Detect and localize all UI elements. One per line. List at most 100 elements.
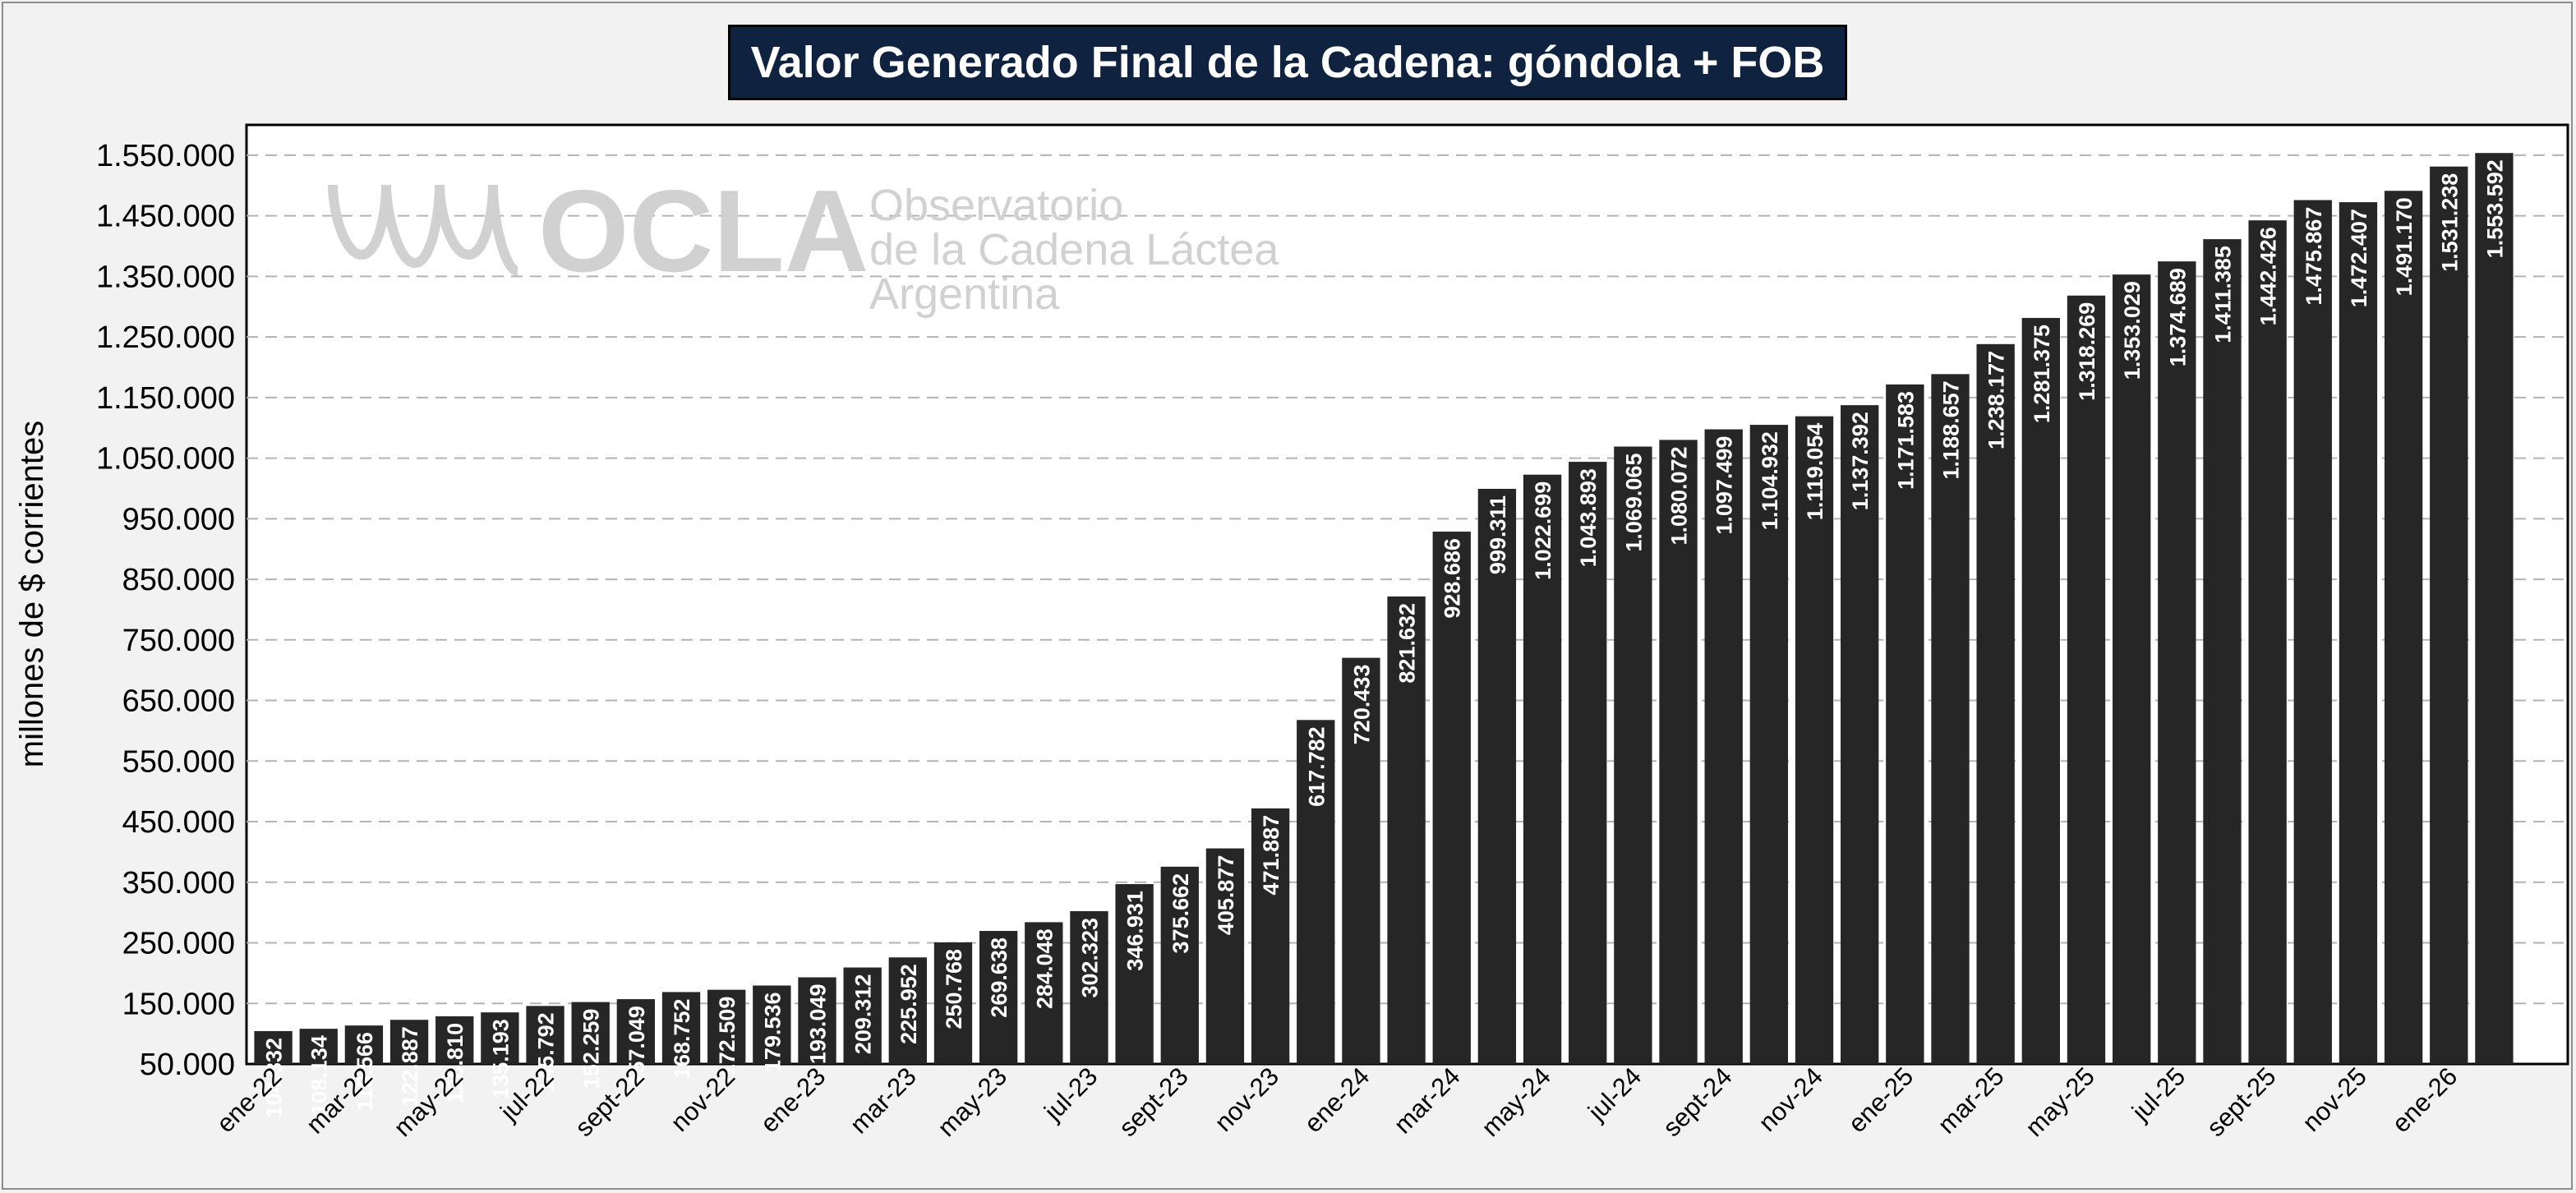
data-label: 209.312 xyxy=(851,974,876,1055)
data-label: 720.433 xyxy=(1349,665,1374,745)
y-tick-label: 250.000 xyxy=(122,927,235,961)
data-label: 405.877 xyxy=(1214,855,1238,936)
y-axis-label: millones de $ corrientes xyxy=(14,421,50,767)
bar xyxy=(979,931,1018,1064)
bar xyxy=(2067,295,2106,1064)
y-tick-label: 350.000 xyxy=(122,866,235,901)
x-tick-label: mar-24 xyxy=(1389,1062,1466,1139)
x-tick-label: nov-24 xyxy=(1753,1062,1828,1137)
bar xyxy=(1160,866,1199,1064)
bar xyxy=(2430,166,2468,1065)
bar xyxy=(1795,416,1834,1064)
data-label: 250.768 xyxy=(942,949,966,1029)
bar xyxy=(571,1002,610,1064)
x-tick-label: ene-26 xyxy=(2386,1062,2463,1138)
data-label: 1.411.385 xyxy=(2210,246,2235,343)
bar xyxy=(661,992,701,1064)
bar xyxy=(1569,462,1607,1064)
data-label: 108.134 xyxy=(307,1035,332,1116)
watermark-line1: Observatorio xyxy=(869,181,1123,230)
data-label: 1.104.932 xyxy=(1758,431,1782,530)
bar xyxy=(1886,384,1924,1064)
x-tick-label: jul-25 xyxy=(2126,1062,2191,1126)
bar xyxy=(1025,922,1063,1064)
data-label: 269.638 xyxy=(987,937,1012,1018)
bar xyxy=(389,1020,429,1064)
y-tick-label: 450.000 xyxy=(122,805,235,840)
bar xyxy=(1841,405,1879,1064)
x-tick-label: sept-24 xyxy=(1657,1062,1738,1142)
data-label: 1.188.657 xyxy=(1939,380,1964,479)
data-label: 172.509 xyxy=(715,997,740,1077)
bar xyxy=(435,1016,474,1064)
data-label: 113.566 xyxy=(353,1032,377,1111)
data-label: 152.259 xyxy=(579,1009,604,1089)
x-axis-ticks: ene-22 mar-22 may-22 jul-22 sept-22 nov-22 ene… xyxy=(211,1062,2463,1142)
y-tick-label: 850.000 xyxy=(122,563,235,597)
data-label: 1.281.375 xyxy=(2030,325,2054,423)
bar xyxy=(2158,261,2196,1064)
bar xyxy=(798,977,836,1064)
watermark-line2: de la Cadena Láctea xyxy=(869,225,1279,274)
data-label: 1.097.499 xyxy=(1712,436,1737,535)
data-label: 1.069.065 xyxy=(1621,454,1646,552)
data-label: 135.193 xyxy=(488,1019,513,1099)
y-tick-label: 550.000 xyxy=(122,744,235,779)
y-tick-label: 1.550.000 xyxy=(96,139,235,173)
data-label: 193.049 xyxy=(806,984,831,1065)
bar xyxy=(888,957,927,1064)
bar xyxy=(2384,191,2423,1065)
x-tick-label: may-25 xyxy=(2020,1062,2100,1142)
bar xyxy=(2339,202,2378,1064)
bar xyxy=(1251,808,1290,1064)
watermark-line3: Argentina xyxy=(869,269,1060,319)
bar xyxy=(299,1029,338,1064)
x-tick-label: may-23 xyxy=(932,1062,1012,1142)
bar xyxy=(1614,446,1652,1064)
bars xyxy=(254,153,2514,1065)
data-label: 1.318.269 xyxy=(2075,302,2099,401)
x-tick-label: jul-23 xyxy=(1038,1062,1103,1126)
bar xyxy=(1070,910,1108,1064)
watermark: OCLA Observatorio de la Cadena Láctea Ar… xyxy=(328,166,1279,319)
bar xyxy=(2112,274,2151,1064)
y-tick-label: 50.000 xyxy=(140,1048,235,1082)
data-label: 1.553.592 xyxy=(2482,159,2507,258)
y-tick-label: 1.150.000 xyxy=(96,381,235,416)
data-label: 375.662 xyxy=(1168,873,1193,954)
x-tick-label: ene-24 xyxy=(1298,1062,1375,1138)
bar xyxy=(1205,848,1245,1064)
bar xyxy=(1115,884,1154,1064)
data-label: 928.686 xyxy=(1440,538,1465,619)
bar xyxy=(2021,317,2060,1065)
bar xyxy=(1659,440,1698,1064)
x-tick-label: may-24 xyxy=(1476,1062,1556,1142)
bar xyxy=(2203,239,2242,1064)
data-label: 617.782 xyxy=(1304,726,1329,807)
bar xyxy=(1523,474,1562,1064)
x-tick-label: sept-25 xyxy=(2201,1062,2282,1142)
bar xyxy=(1342,657,1380,1064)
bar xyxy=(1477,488,1517,1064)
data-label: 1.531.238 xyxy=(2437,173,2462,272)
x-tick-label: ene-23 xyxy=(754,1062,831,1138)
bar xyxy=(616,999,656,1064)
bar xyxy=(2475,153,2514,1064)
bar xyxy=(1976,343,2015,1064)
bar xyxy=(933,942,973,1064)
data-label: 145.792 xyxy=(534,1012,559,1093)
data-label: 1.472.407 xyxy=(2347,209,2371,307)
data-label: 1.043.893 xyxy=(1576,468,1601,567)
data-label: 1.022.699 xyxy=(1531,481,1555,580)
data-label: 1.238.177 xyxy=(1984,351,2009,449)
data-label: 157.049 xyxy=(624,1006,649,1086)
data-label: 302.323 xyxy=(1077,918,1102,998)
bar xyxy=(254,1030,293,1064)
bar xyxy=(344,1025,384,1064)
data-label: 104.332 xyxy=(262,1038,287,1118)
ocla-wave-icon xyxy=(328,184,519,276)
bar xyxy=(843,967,882,1064)
bar xyxy=(1931,374,1970,1064)
data-label: 1.353.029 xyxy=(2120,281,2145,380)
